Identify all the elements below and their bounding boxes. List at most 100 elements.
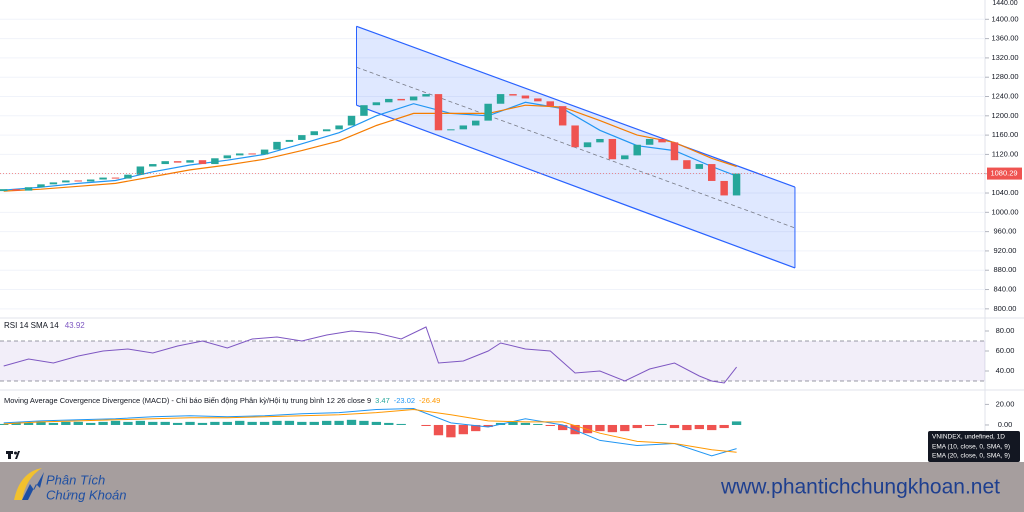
histogram-bar [371, 421, 382, 425]
candle [459, 125, 468, 130]
candle [124, 174, 132, 179]
channel-lower [356, 104, 796, 269]
candle [24, 187, 33, 191]
histogram-bar [707, 424, 717, 431]
y-tick-label: 40.00 [996, 366, 1015, 375]
candle [521, 95, 530, 99]
candle [670, 142, 679, 161]
y-tick-label: 1320.00 [991, 53, 1018, 62]
rsi-band [0, 341, 985, 381]
histogram-bar [607, 424, 618, 433]
y-tick-label: 880.00 [994, 265, 1017, 274]
rsi-title: RSI 14 SMA 14 [4, 321, 59, 330]
histogram-bar [0, 423, 9, 425]
candle [509, 94, 517, 96]
histogram-bar [235, 420, 245, 425]
y-tick-label: 1120.00 [992, 149, 1019, 158]
histogram-bar [558, 424, 568, 431]
histogram-bar [694, 424, 704, 430]
candle [397, 98, 405, 101]
histogram-bar [446, 424, 456, 438]
histogram-bar [247, 421, 257, 425]
candle [236, 153, 244, 156]
histogram-bar [483, 424, 493, 428]
candle [558, 106, 567, 126]
histogram-bar [384, 422, 394, 425]
y-tick-label: 800.00 [994, 304, 1017, 313]
histogram-bar [110, 420, 121, 425]
candle [409, 96, 418, 101]
histogram-bar [210, 421, 220, 425]
candle [372, 102, 381, 106]
candle [260, 149, 269, 155]
macd-line [3, 408, 737, 453]
candle [434, 94, 443, 131]
histogram-bar [197, 422, 208, 425]
candle [472, 120, 480, 126]
y-tick-label: 1040.00 [991, 188, 1018, 197]
histogram-bar [123, 421, 133, 425]
candle [149, 164, 157, 167]
histogram-bar [48, 422, 59, 425]
y-tick-label: 0.00 [998, 420, 1013, 429]
histogram-bar [632, 424, 642, 429]
histogram-value: 3.47 [375, 396, 390, 405]
candle [596, 138, 604, 143]
website-url[interactable]: www.phantichchungkhoan.net [720, 476, 1000, 499]
candle [621, 155, 629, 160]
candle [571, 125, 579, 148]
histogram-bar [669, 424, 680, 429]
candle [111, 177, 120, 179]
candle [708, 164, 716, 181]
pane-title: RSI 14 SMA 14 43.92 [4, 321, 85, 330]
histogram-bar [433, 424, 444, 436]
histogram-bar [520, 422, 531, 425]
candle [136, 166, 145, 175]
candle [86, 179, 95, 182]
histogram-bar [595, 424, 605, 432]
y-tick-label: 1240.00 [991, 91, 1018, 100]
candle [732, 173, 741, 196]
y-tick-label: 1200.00 [991, 111, 1018, 120]
histogram-bar [185, 421, 195, 425]
macd-title: Moving Average Covergence Divergence (MA… [4, 396, 371, 405]
brand-logo [14, 468, 44, 500]
legend: VNINDEX, undefined, 1D EMA (10, close, 0,… [928, 431, 1020, 462]
candle [12, 189, 20, 191]
rsi-value: 43.92 [65, 321, 86, 330]
histogram-bar [620, 424, 630, 432]
histogram-bar [396, 423, 406, 425]
histogram-bar [11, 422, 21, 425]
candle [161, 161, 169, 165]
histogram-bar [682, 424, 692, 431]
histogram-bar [508, 421, 518, 425]
histogram-bar [98, 421, 108, 425]
y-tick-label: 1000.00 [991, 207, 1018, 216]
legend-entry: EMA (20, close, 0, SMA, 9) [932, 453, 1010, 460]
histogram-bar [421, 424, 431, 426]
candle [335, 125, 343, 130]
pane-title: Moving Average Covergence Divergence (MA… [4, 396, 440, 405]
candle [37, 184, 45, 188]
candle [173, 161, 182, 163]
candle [74, 180, 82, 182]
candle [484, 103, 492, 121]
histogram-bar [135, 420, 146, 425]
histogram-bar [272, 420, 282, 425]
histogram-bar [359, 420, 369, 425]
histogram-bar [731, 421, 742, 425]
y-tick-label: 20.00 [996, 399, 1015, 408]
candle [534, 98, 542, 102]
y-tick-label: 1280.00 [991, 72, 1018, 81]
candle [273, 141, 281, 150]
candle [645, 138, 654, 145]
histogram-bar [73, 421, 83, 425]
tradingview-logo [6, 451, 20, 459]
candle [496, 94, 505, 104]
macd-line [3, 407, 737, 457]
y-tick-label: 1440.00 [992, 0, 1017, 7]
candle [683, 160, 691, 169]
candle [720, 180, 728, 196]
candle [322, 129, 331, 132]
candle [62, 180, 70, 183]
